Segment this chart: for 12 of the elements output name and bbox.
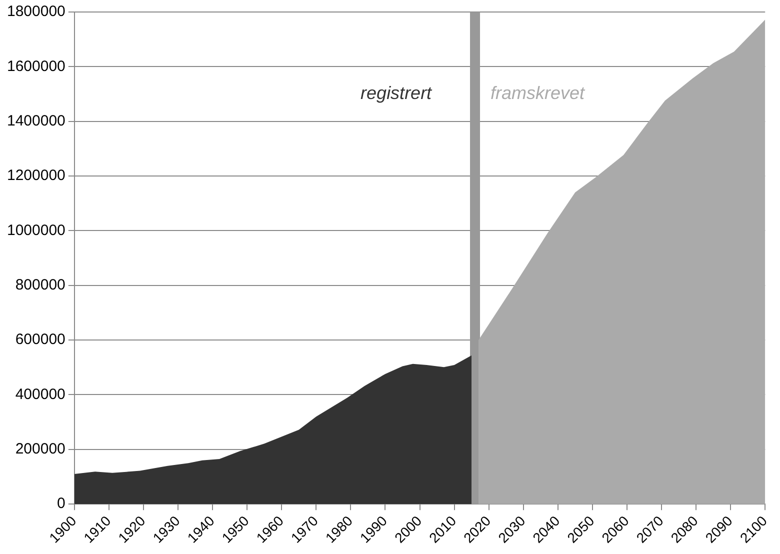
text: framskrevet [490,83,586,103]
y-tick-label: 1200000 [6,167,66,184]
y-tick-label: 800000 [15,276,66,294]
y-tick-label: 1600000 [6,58,66,75]
y-tick-label: 1800000 [6,3,66,20]
y-tick-label: 0 [57,495,66,512]
y-tick-label: 1000000 [6,222,66,239]
y-tick-label: 200000 [15,440,66,458]
y-tick-label: 600000 [15,331,66,348]
y-tick-label: 400000 [15,386,66,403]
text: registrert [360,83,433,103]
y-tick-label: 1400000 [6,112,66,130]
